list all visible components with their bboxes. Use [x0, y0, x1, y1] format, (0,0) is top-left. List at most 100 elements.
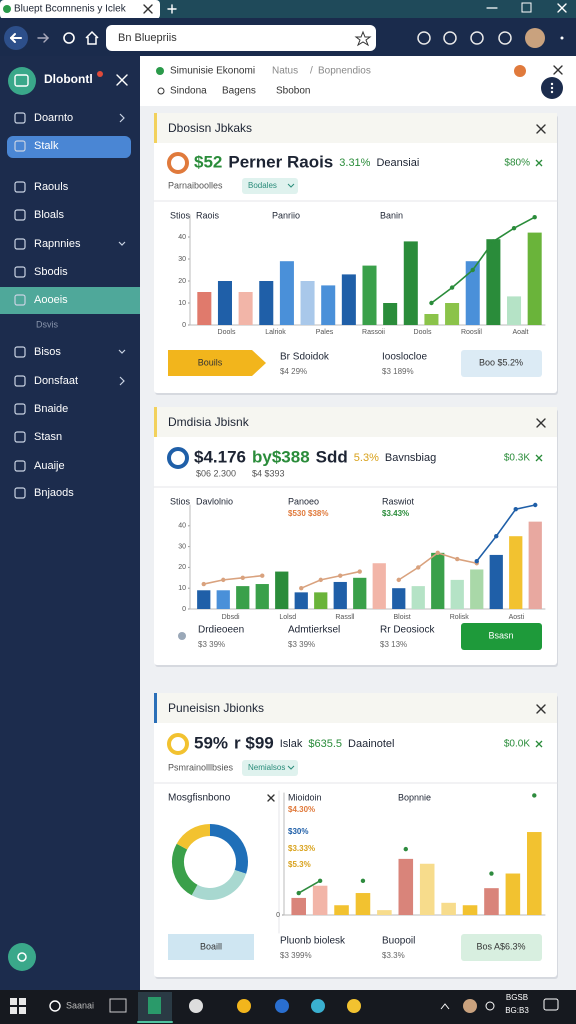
filter-chip-text[interactable]: Bodales — [248, 181, 277, 190]
nav-item[interactable]: Auaije — [34, 460, 65, 472]
profile-avatar[interactable] — [525, 28, 545, 48]
toolbar-icon[interactable] — [443, 31, 457, 45]
trend-point — [435, 550, 440, 556]
home[interactable] — [85, 30, 99, 45]
footer-button[interactable] — [168, 934, 254, 960]
footer-button-text[interactable]: Bsasn — [488, 630, 513, 640]
filter-label[interactable]: Parnaiboolles — [168, 180, 223, 190]
address-text: Bn Bluepriis — [118, 32, 177, 44]
reload[interactable] — [63, 32, 75, 44]
footer-button[interactable] — [461, 623, 542, 650]
breadcrumb[interactable]: Simunisie Ekonomi — [170, 66, 255, 77]
headline: Deansiai — [376, 157, 419, 169]
bar — [470, 569, 484, 609]
stat-value: $3.3% — [382, 951, 405, 960]
bar — [377, 910, 392, 915]
nav-item[interactable]: Sbodis — [34, 266, 68, 278]
nav-icon — [14, 209, 26, 221]
header — [140, 56, 576, 106]
filter-chip[interactable] — [242, 760, 298, 776]
bar — [321, 285, 336, 325]
nav-item[interactable]: Rapnnies — [34, 238, 81, 250]
footer-button-text[interactable]: Boaill — [200, 941, 222, 951]
nav-item[interactable]: Bnjaods — [34, 487, 74, 499]
menu-dot — [550, 90, 554, 94]
icon-stroke — [10, 37, 16, 43]
change-icon — [535, 740, 543, 748]
taskbar-app[interactable] — [109, 998, 127, 1013]
nav-icon — [14, 112, 26, 124]
footer-button[interactable] — [168, 350, 266, 376]
footer-icon — [178, 632, 186, 640]
header-tab[interactable]: Sindona — [170, 86, 207, 97]
card-title: Puneisisn Jbionks — [168, 701, 264, 715]
x-tick-label: Lolsd — [279, 614, 296, 621]
breadcrumb[interactable]: / — [310, 66, 313, 77]
notification-icon[interactable] — [543, 998, 559, 1011]
filter-chip[interactable] — [242, 178, 298, 194]
clock: BGSB — [506, 993, 528, 1002]
bar — [441, 902, 456, 915]
footer-button-text[interactable]: Bouils — [198, 357, 223, 367]
stat-label: Rr Deosiock — [380, 625, 435, 636]
address-field[interactable] — [106, 25, 376, 51]
toolbar-icon[interactable] — [498, 31, 512, 45]
nav-item[interactable]: Stasn — [34, 431, 62, 443]
nav-item[interactable]: Stalk — [34, 140, 59, 152]
stat-label: Pluonb biolesk — [280, 936, 346, 947]
tab[interactable] — [0, 0, 160, 19]
donut-segment — [191, 869, 247, 900]
trend-point — [532, 215, 537, 220]
taskbar-app[interactable] — [347, 999, 361, 1013]
breadcrumb[interactable]: Bopnendios — [318, 66, 371, 77]
fab[interactable] — [8, 943, 36, 971]
bar — [431, 552, 445, 609]
nav-item[interactable]: Bloals — [34, 209, 64, 221]
close-icon — [536, 418, 546, 428]
bar — [527, 232, 542, 325]
header-tab[interactable]: Sbobon — [276, 86, 310, 97]
card-titlebar — [154, 113, 557, 143]
y-tick-label: 40 — [178, 234, 186, 241]
taskbar-app[interactable] — [311, 999, 325, 1013]
nav-item[interactable]: Doarnto — [34, 112, 73, 124]
y-tick-label: 20 — [178, 564, 186, 571]
bar — [398, 858, 414, 915]
filter-chip-text[interactable]: Nemialsos — [248, 763, 285, 772]
footer-button[interactable] — [461, 934, 542, 961]
taskbar-app[interactable] — [237, 999, 251, 1013]
trend-point — [489, 871, 494, 876]
y-tick-label: 0 — [276, 912, 280, 919]
bar — [411, 586, 425, 609]
header-dot — [156, 67, 164, 75]
breadcrumb[interactable]: Natus — [272, 66, 298, 77]
bookmark-star[interactable] — [354, 30, 372, 47]
toolbar-icon[interactable] — [470, 31, 484, 45]
toolbar-icon[interactable] — [417, 31, 431, 45]
bar — [353, 577, 367, 609]
taskbar-app — [148, 997, 161, 1014]
taskbar-app[interactable] — [189, 999, 203, 1013]
brand-logo — [8, 67, 36, 95]
card-accent — [154, 407, 157, 437]
nav-item[interactable]: Dsvis — [36, 319, 58, 329]
filter-label[interactable]: Psmrainolllbsies — [168, 762, 234, 772]
footer-button[interactable] — [461, 350, 542, 377]
nav-icon — [14, 487, 26, 499]
footer-button-text[interactable]: Bos A$6.3% — [476, 941, 525, 951]
taskbar-app[interactable] — [275, 999, 289, 1013]
chart-label: Panoeo — [288, 496, 319, 506]
trend-point — [360, 878, 366, 884]
header-tab[interactable]: Bagens — [222, 86, 256, 97]
nav-item[interactable]: Donsfaat — [34, 375, 78, 387]
bar — [312, 885, 328, 915]
nav-item[interactable]: Bnaide — [34, 403, 68, 415]
nav-item[interactable]: Raouls — [34, 181, 69, 193]
footer-button-text[interactable]: Boo $5.2% — [479, 357, 523, 367]
tray-avatar — [463, 999, 477, 1013]
chart-label: Raswiot — [382, 496, 415, 506]
taskbar-search[interactable]: Saanai — [66, 1000, 94, 1010]
nav-item[interactable]: Bisos — [34, 346, 61, 358]
nav-item[interactable]: Aooeis — [34, 294, 68, 306]
chart-label: Stios — [170, 210, 191, 220]
